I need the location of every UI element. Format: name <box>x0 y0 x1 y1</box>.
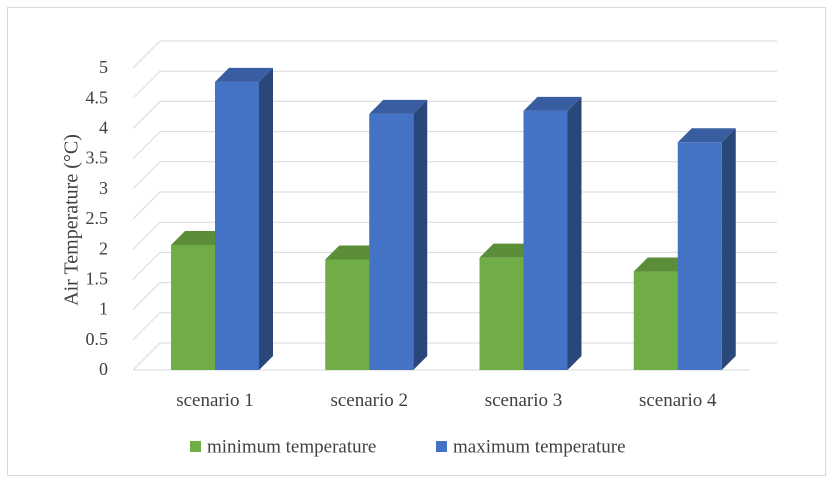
gridline-diagonal <box>132 282 161 310</box>
gridline-diagonal <box>132 131 161 159</box>
bar <box>215 81 259 370</box>
x-tick-label: scenario 3 <box>485 390 563 411</box>
bar-top <box>171 230 229 245</box>
bar <box>677 142 722 370</box>
y-axis-label: Air Temperature (°C) <box>61 134 83 306</box>
gridline-diagonal <box>132 161 161 190</box>
bar <box>171 244 215 370</box>
legend-label: minimum temperature <box>207 436 376 457</box>
gridline-diagonal <box>132 101 161 129</box>
gridline-diagonal <box>132 312 161 341</box>
bars <box>171 67 736 371</box>
x-tick-label: scenario 4 <box>639 390 717 411</box>
bar <box>479 257 524 370</box>
y-tick-label: 3 <box>99 178 108 198</box>
y-tick-label: 5 <box>99 57 108 77</box>
y-tick-label: 2.5 <box>86 208 109 228</box>
x-tick-label: scenario 1 <box>176 390 254 411</box>
bar-side <box>413 99 428 371</box>
bar-side <box>567 96 582 370</box>
legend-swatch <box>436 441 447 452</box>
y-tick-label: 3.5 <box>86 148 109 168</box>
bar-side <box>259 67 273 370</box>
bar-top <box>677 128 736 143</box>
bar-top <box>633 257 692 272</box>
legend-label: maximum temperature <box>453 436 626 457</box>
bar-side <box>721 128 736 370</box>
legend: minimum temperature maximum temperature <box>190 436 626 457</box>
gridline-diagonal <box>132 342 161 371</box>
gridline-diagonal <box>132 221 161 250</box>
y-tick-label: 2 <box>99 238 108 258</box>
bar <box>633 271 678 370</box>
gridline-diagonal <box>132 191 161 220</box>
bar-top <box>523 96 582 111</box>
bar-top <box>479 243 538 258</box>
labels: 0 0.5 1 1.5 2 2.5 3 3.5 4 4.5 5 scenario 1 scenario … <box>86 57 718 411</box>
gridline-diagonal <box>132 70 161 99</box>
y-tick-label: 4 <box>99 118 108 138</box>
y-tick-label: 0.5 <box>86 329 109 349</box>
bar <box>325 259 370 370</box>
gridline-diagonal <box>132 252 161 280</box>
bar-top <box>215 67 273 82</box>
y-tick-label: 0 <box>99 359 108 379</box>
legend-swatch <box>190 441 201 452</box>
bar-top <box>325 245 384 260</box>
bar <box>523 110 568 370</box>
y-tick-label: 4.5 <box>86 87 109 107</box>
y-tick-label: 1 <box>99 299 108 319</box>
bar-top <box>369 99 428 114</box>
x-tick-label: scenario 2 <box>330 390 408 411</box>
y-tick-label: 1.5 <box>86 269 109 289</box>
gridline-diagonal <box>132 40 161 69</box>
bar <box>369 113 414 371</box>
